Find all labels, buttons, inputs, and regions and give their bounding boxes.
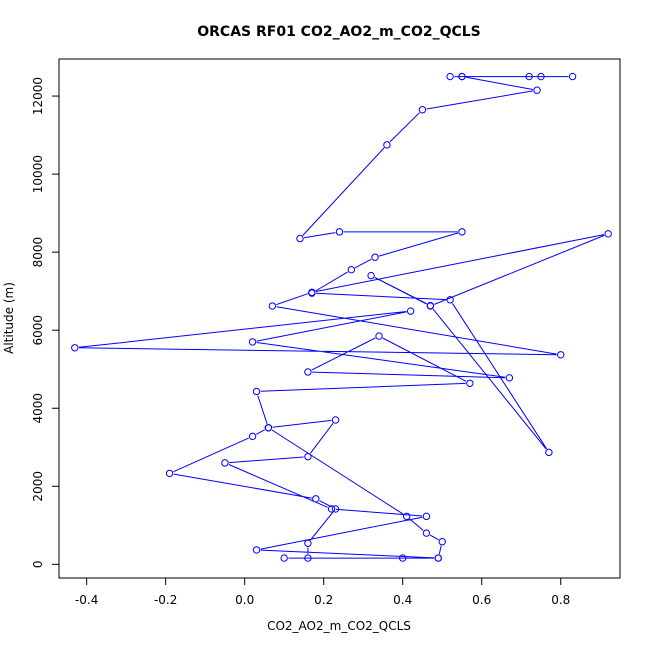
data-point: [418, 106, 427, 114]
data-point: [371, 253, 379, 261]
data-point: [458, 228, 466, 236]
data-point: [304, 539, 312, 547]
data-point: [331, 416, 340, 424]
data-point: [304, 452, 312, 461]
data-point: [375, 332, 383, 340]
series-line: [78, 76, 605, 559]
data-point: [268, 302, 277, 310]
data-point: [446, 72, 454, 81]
y-axis: 0 2000 4000 6000 8000 10000 12000: [31, 77, 59, 568]
data-point: [545, 448, 553, 457]
data-point: [434, 554, 442, 562]
x-tick-label: -0.2: [154, 593, 177, 607]
data-point: [165, 469, 174, 478]
data-point: [296, 234, 304, 243]
data-point: [252, 387, 261, 396]
data-point: [446, 296, 454, 304]
plot-frame: [58, 58, 621, 579]
x-tick-label: -0.4: [75, 593, 98, 607]
data-point: [312, 495, 320, 503]
data-point: [537, 72, 545, 81]
data-point: [304, 368, 312, 376]
data-point: [264, 424, 273, 432]
data-point: [248, 432, 257, 441]
y-tick-label: 6000: [31, 315, 45, 346]
data-point: [221, 459, 229, 467]
data-point: [525, 72, 533, 81]
data-point: [331, 505, 340, 513]
data-point: [466, 379, 474, 387]
data-point: [335, 228, 344, 236]
data-point: [406, 307, 415, 315]
y-tick-label: 12000: [31, 77, 45, 115]
data-point: [399, 554, 407, 562]
data-point: [505, 374, 514, 382]
data-point: [557, 351, 565, 359]
data-point: [402, 512, 411, 521]
y-tick-label: 10000: [31, 155, 45, 193]
data-point: [304, 554, 312, 562]
y-tick-label: 0: [31, 561, 45, 569]
data-point: [458, 72, 466, 81]
data-point: [426, 302, 435, 310]
y-axis-label: Altitude (m): [2, 282, 16, 354]
data-point: [422, 512, 431, 521]
data-point: [383, 141, 391, 149]
y-tick-label: 8000: [31, 237, 45, 268]
x-axis-label: CO2_AO2_m_CO2_QCLS: [267, 619, 411, 633]
data-point: [568, 72, 577, 81]
x-tick-label: 0.6: [472, 593, 491, 607]
x-tick-label: 0.8: [551, 593, 570, 607]
x-axis: -0.4 -0.2 0.0 0.2 0.4 0.6 0.8: [75, 578, 570, 607]
data-point: [422, 529, 431, 537]
chart-title: ORCAS RF01 CO2_AO2_m_CO2_QCLS: [197, 24, 481, 40]
plot-area: [71, 72, 612, 562]
data-point: [327, 505, 336, 513]
x-tick-label: 0.0: [235, 593, 254, 607]
data-point: [280, 554, 288, 562]
data-point: [533, 86, 541, 94]
x-tick-label: 0.4: [393, 593, 412, 607]
x-tick-label: 0.2: [314, 593, 333, 607]
data-point: [252, 546, 261, 554]
data-point: [367, 271, 375, 280]
data-point: [347, 266, 356, 274]
y-tick-label: 4000: [31, 393, 45, 424]
data-point: [308, 288, 316, 297]
data-point: [248, 338, 257, 346]
data-point: [71, 344, 79, 352]
data-point: [604, 230, 612, 238]
y-tick-label: 2000: [31, 471, 45, 502]
data-point: [438, 538, 446, 546]
